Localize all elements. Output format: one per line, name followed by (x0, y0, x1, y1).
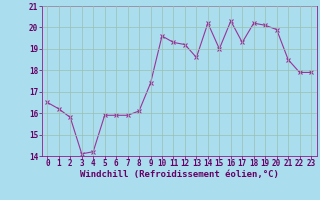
X-axis label: Windchill (Refroidissement éolien,°C): Windchill (Refroidissement éolien,°C) (80, 170, 279, 179)
